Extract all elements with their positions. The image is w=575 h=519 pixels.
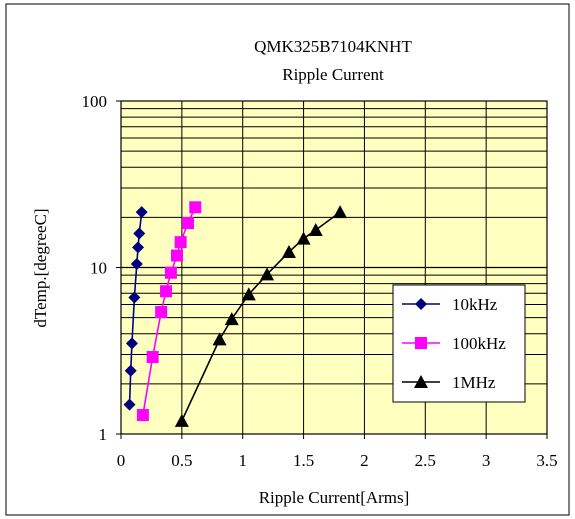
legend-marker [415, 298, 427, 310]
data-point-1mhz [224, 312, 239, 326]
data-point-100khz [136, 409, 149, 422]
legend-item-10khz: 10kHz [402, 295, 498, 314]
series-100khz [136, 201, 202, 422]
series-layer [123, 201, 348, 427]
x-tick-label: 1 [238, 451, 247, 470]
y-axis-ticks: 1 10 100 [82, 92, 121, 444]
y-tick-label: 10 [90, 259, 107, 278]
plot-frame [120, 100, 548, 435]
data-point-10khz [135, 206, 148, 219]
legend-marker [414, 375, 428, 388]
data-point-1mhz [212, 332, 227, 346]
series-1mhz [174, 205, 348, 427]
legend-label: 1MHz [452, 373, 496, 392]
data-point-100khz [189, 201, 202, 214]
legend-label: 10kHz [452, 295, 498, 314]
data-point-10khz [128, 291, 141, 304]
x-axis-ticks: 0 0.5 1 1.5 2 2.5 3 3.5 [117, 434, 558, 470]
y-tick-label: 100 [82, 92, 108, 111]
y-axis-label: dTemp.[degreeC] [31, 208, 50, 327]
data-point-10khz [125, 337, 138, 350]
data-point-1mhz [260, 267, 275, 281]
data-point-10khz [123, 398, 136, 411]
x-axis-label: Ripple Current[Arms] [259, 488, 410, 507]
data-point-100khz [164, 266, 177, 279]
data-point-100khz [174, 236, 187, 249]
data-point-10khz [133, 227, 146, 240]
x-tick-label: 1.5 [293, 451, 314, 470]
legend-label: 100kHz [452, 334, 506, 353]
data-point-10khz [124, 364, 137, 377]
x-tick-label: 0.5 [171, 451, 192, 470]
chart-title: QMK325B7104KNHT [254, 37, 412, 56]
data-point-100khz [160, 285, 173, 298]
data-point-1mhz [174, 413, 189, 427]
data-point-100khz [146, 351, 159, 364]
data-point-100khz [170, 249, 183, 262]
x-tick-label: 0 [117, 451, 126, 470]
legend-marker [415, 337, 427, 349]
data-point-100khz [181, 217, 194, 230]
legend: 10kHz 100kHz 1MHz [392, 284, 526, 403]
legend-item-1mhz: 1MHz [402, 373, 496, 392]
x-tick-label: 3 [482, 451, 491, 470]
legend-item-100khz: 100kHz [402, 334, 506, 353]
y-tick-label: 1 [99, 425, 108, 444]
x-tick-label: 2 [360, 451, 369, 470]
data-point-1mhz [241, 287, 256, 301]
data-point-1mhz [296, 231, 311, 245]
data-point-100khz [155, 306, 168, 319]
data-point-10khz [130, 257, 143, 270]
x-tick-label: 3.5 [536, 451, 557, 470]
data-point-1mhz [333, 205, 348, 219]
series-10khz [123, 206, 148, 411]
data-point-10khz [132, 241, 145, 254]
chart-subtitle: Ripple Current [282, 65, 384, 84]
data-point-1mhz [281, 244, 296, 258]
data-point-1mhz [308, 222, 323, 236]
x-tick-label: 2.5 [415, 451, 436, 470]
